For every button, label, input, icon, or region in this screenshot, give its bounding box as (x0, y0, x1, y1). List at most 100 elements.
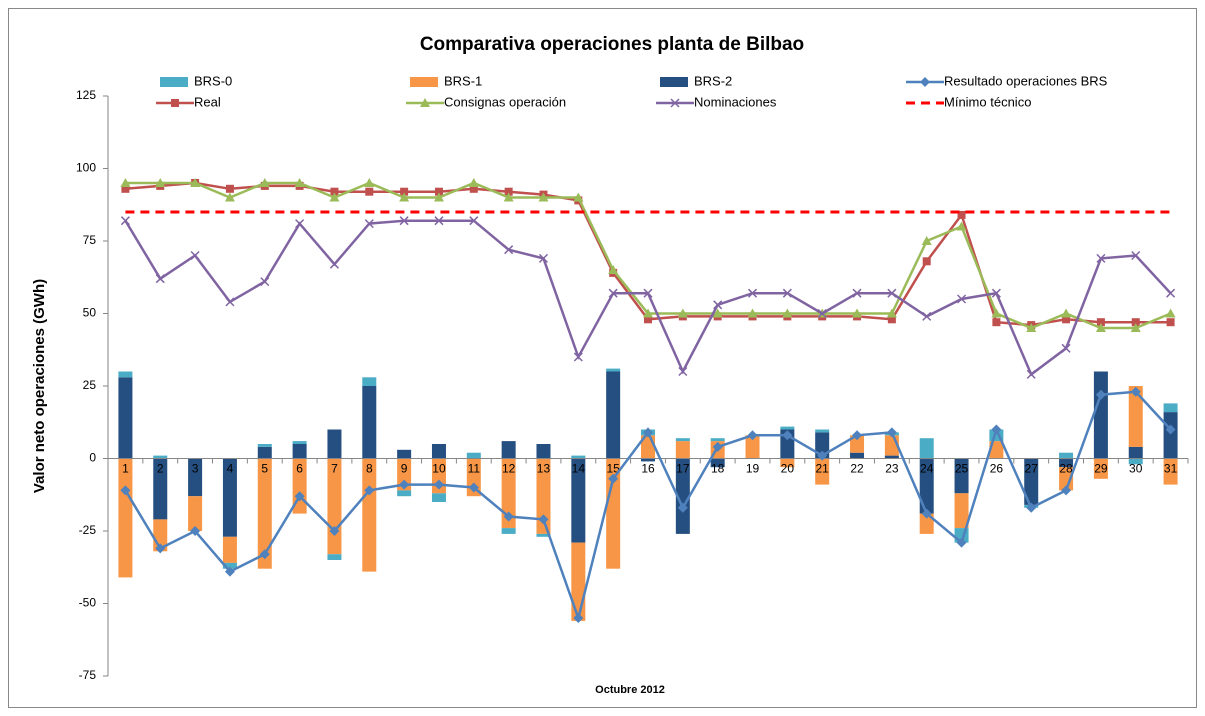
y-tick-label: -75 (79, 668, 97, 682)
marker (433, 192, 444, 202)
marker (956, 537, 967, 548)
bar (1163, 458, 1178, 485)
marker (991, 288, 1001, 298)
legend-item: Resultado operaciones BRS (906, 73, 1108, 88)
bar (327, 429, 342, 459)
bar (257, 444, 272, 447)
marker (1061, 485, 1072, 496)
legend-marker (171, 99, 179, 107)
marker (921, 508, 932, 519)
marker (713, 300, 723, 310)
bar (431, 493, 446, 502)
legend-swatch (410, 77, 438, 87)
bar (571, 458, 586, 543)
marker (1131, 250, 1141, 261)
marker (364, 485, 375, 496)
marker (260, 277, 270, 287)
marker (957, 210, 966, 219)
y-tick-label: -25 (79, 523, 97, 537)
marker (190, 178, 201, 187)
bar (1093, 371, 1108, 459)
marker (503, 192, 514, 202)
x-tick-label: 31 (1164, 462, 1178, 476)
bar (188, 458, 203, 497)
x-tick-label: 19 (746, 462, 760, 476)
marker (782, 308, 793, 318)
marker (434, 187, 443, 196)
bar (1128, 386, 1143, 447)
legend-label: BRS-2 (694, 73, 732, 88)
x-tick-label: 24 (920, 462, 934, 476)
marker (469, 216, 479, 226)
marker (1026, 369, 1036, 379)
marker (852, 288, 862, 298)
legend-label: Consignas operación (444, 94, 566, 109)
legend-item: BRS-1 (410, 73, 482, 88)
marker (922, 257, 931, 266)
marker (573, 352, 583, 362)
marker (643, 427, 653, 438)
bar (222, 458, 237, 537)
marker (817, 450, 828, 461)
marker (121, 184, 130, 193)
x-tick-label: 21 (816, 462, 830, 476)
bar (501, 441, 516, 459)
marker (991, 308, 1002, 318)
marker (886, 308, 897, 318)
legend-label: BRS-0 (194, 73, 232, 88)
marker (747, 430, 758, 441)
bar (222, 562, 237, 569)
bar (362, 377, 377, 386)
marker (782, 288, 792, 298)
bar (118, 371, 133, 378)
bar (606, 368, 621, 372)
x-tick-label: 23 (885, 462, 899, 476)
marker (329, 259, 339, 269)
marker (434, 216, 444, 226)
bar (536, 533, 551, 537)
marker (399, 216, 409, 226)
bar (919, 458, 934, 514)
bar (780, 426, 795, 430)
bar (815, 429, 830, 433)
marker (1166, 288, 1176, 298)
marker (399, 479, 410, 490)
marker (887, 288, 897, 298)
legend-item: Consignas operación (406, 94, 566, 109)
bar (606, 371, 621, 459)
x-tick-label: 14 (572, 462, 586, 476)
marker (1096, 318, 1105, 327)
bar (989, 429, 1004, 442)
x-tick-label: 2 (157, 462, 164, 476)
x-tick-label: 29 (1094, 462, 1108, 476)
marker (538, 514, 549, 525)
x-axis-title: Octubre 2012 (595, 684, 665, 696)
x-tick-label: 3 (192, 462, 199, 476)
bar (675, 458, 690, 534)
bar (292, 444, 307, 459)
marker (295, 219, 305, 229)
bar (710, 438, 725, 442)
marker (956, 221, 967, 231)
marker (225, 297, 235, 307)
marker (852, 308, 863, 318)
bar (501, 528, 516, 534)
bar (571, 455, 586, 459)
bar (1128, 458, 1143, 465)
marker (329, 526, 340, 536)
marker (1166, 318, 1175, 327)
bar (919, 513, 934, 534)
bar (1059, 458, 1074, 468)
marker (364, 219, 374, 229)
x-tick-label: 25 (955, 462, 969, 476)
marker (712, 308, 723, 318)
marker (224, 566, 235, 577)
marker (504, 245, 514, 255)
bar (954, 493, 969, 529)
y-tick-label: 75 (83, 233, 97, 247)
marker (992, 318, 1001, 327)
marker (886, 427, 897, 438)
marker (330, 187, 339, 196)
marker (1130, 386, 1141, 397)
